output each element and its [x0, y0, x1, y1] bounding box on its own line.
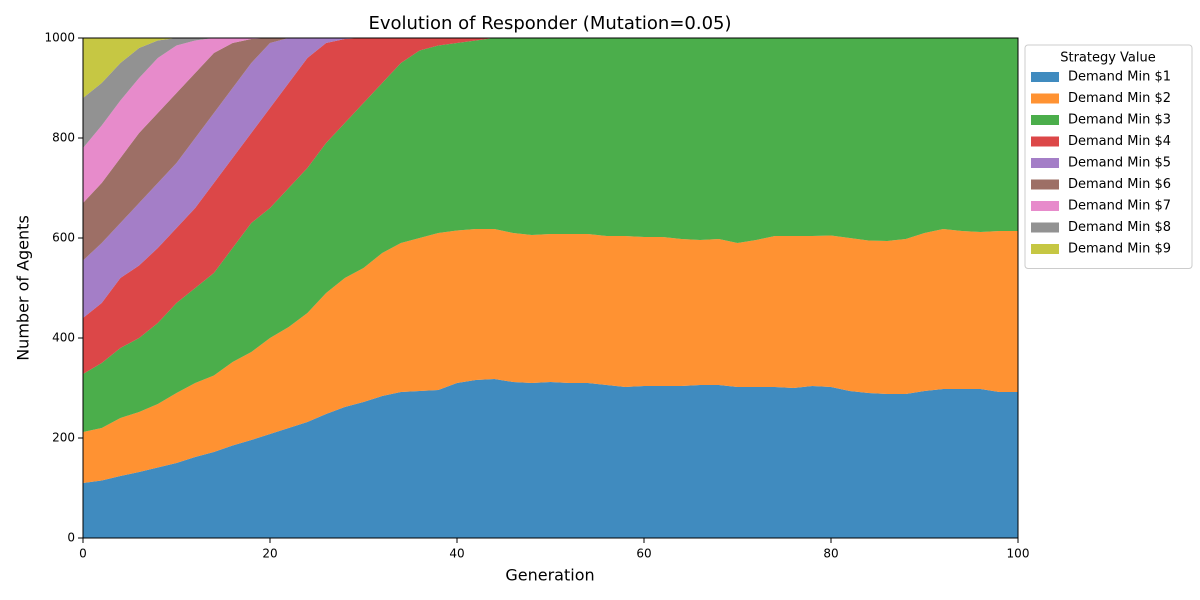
x-tick-label: 60 — [636, 547, 651, 561]
area — [83, 38, 1018, 374]
legend-title: Strategy Value — [1060, 51, 1156, 66]
area — [83, 38, 1018, 203]
y-tick-label: 400 — [52, 331, 75, 345]
legend-swatch — [1031, 222, 1059, 233]
area — [83, 38, 1018, 432]
x-tick-label: 80 — [823, 547, 838, 561]
y-tick-label: 0 — [67, 531, 75, 545]
legend-label: Demand Min $9 — [1068, 242, 1171, 257]
legend-label: Demand Min $3 — [1068, 113, 1171, 128]
y-tick-label: 1000 — [44, 31, 75, 45]
legend-swatch — [1031, 93, 1059, 104]
area — [83, 229, 1018, 483]
legend-label: Demand Min $2 — [1068, 91, 1171, 106]
legend-label: Demand Min $6 — [1068, 177, 1171, 192]
chart-title: Evolution of Responder (Mutation=0.05) — [368, 13, 731, 34]
legend-swatch — [1031, 136, 1059, 147]
x-tick-label: 0 — [79, 547, 87, 561]
legend-label: Demand Min $8 — [1068, 220, 1171, 235]
x-tick-label: 100 — [1007, 547, 1030, 561]
legend-swatch — [1031, 115, 1059, 125]
legend-swatch — [1031, 72, 1059, 82]
legend-swatch — [1031, 244, 1059, 254]
y-tick-label: 600 — [52, 231, 75, 245]
legend-label: Demand Min $4 — [1068, 134, 1171, 149]
y-tick-label: 200 — [52, 431, 75, 445]
y-axis-label: Number of Agents — [14, 215, 33, 361]
legend-label: Demand Min $5 — [1068, 156, 1171, 171]
area — [83, 379, 1018, 538]
y-tick-label: 800 — [52, 131, 75, 145]
legend-swatch — [1031, 201, 1059, 211]
x-tick-label: 40 — [449, 547, 464, 561]
plot-frame — [82, 37, 1019, 539]
legend-swatch — [1031, 158, 1059, 168]
legend: Strategy Value Demand Min $1 Demand Min $2… — [1024, 44, 1193, 269]
legend-label: Demand Min $1 — [1068, 70, 1171, 85]
legend-box — [1024, 44, 1193, 269]
legend-label: Demand Min $7 — [1068, 199, 1171, 214]
legend-swatch — [1031, 179, 1059, 190]
x-axis-label: Generation — [505, 566, 594, 585]
x-tick-label: 20 — [262, 547, 277, 561]
